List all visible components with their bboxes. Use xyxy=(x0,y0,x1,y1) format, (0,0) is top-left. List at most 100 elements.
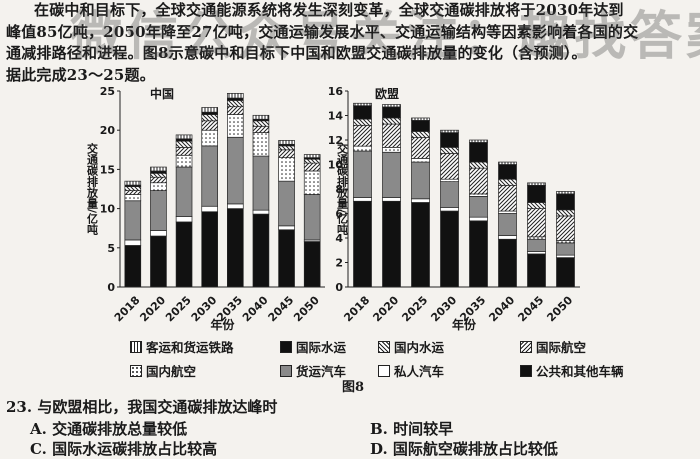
y-tick-label: 5 xyxy=(107,242,115,255)
y-tick-label: 8 xyxy=(335,183,343,196)
bar-segment xyxy=(556,257,575,288)
legend-label: 国际航空 xyxy=(536,340,587,355)
option-c[interactable]: C. 国际水运碳排放占比较高 xyxy=(30,440,218,458)
x-tick-label: 2025 xyxy=(399,294,430,325)
x-tick-label: 2045 xyxy=(515,294,546,325)
gray-swatch-icon xyxy=(280,364,292,377)
y-axis-label: 交通碳排放量/亿吨 xyxy=(86,142,100,236)
bar-segment xyxy=(469,220,488,288)
bar-segment xyxy=(227,93,244,99)
hatch-swatch-icon xyxy=(520,340,532,353)
bar-segment xyxy=(382,151,401,198)
bar-segment xyxy=(469,167,488,195)
bar-segment xyxy=(201,211,218,288)
bar-segment xyxy=(227,114,244,138)
y-tick-label: 16 xyxy=(328,85,344,98)
y-tick-label: 0 xyxy=(107,281,115,294)
bar-segment xyxy=(498,184,517,212)
x-axis-label: 年份 xyxy=(210,317,235,332)
bar-segment xyxy=(556,191,575,195)
bar-segment xyxy=(527,208,546,238)
bar-segment xyxy=(201,111,218,115)
y-tick-label: 2 xyxy=(335,257,343,270)
bar-segment xyxy=(411,120,430,132)
bar-segment xyxy=(150,190,167,231)
bar-segment xyxy=(498,235,517,240)
x-tick-label: 2040 xyxy=(240,293,271,324)
bar-segment xyxy=(175,134,193,140)
x-tick-label: 2045 xyxy=(265,294,296,325)
bar-segment xyxy=(440,132,459,148)
bar-segment xyxy=(175,147,193,156)
bar-segment xyxy=(150,172,167,178)
option-b[interactable]: B. 时间较早 xyxy=(370,420,454,438)
eu-chart: 2018202020252030203520402045205002468101… xyxy=(328,85,580,332)
bar-segment xyxy=(124,200,142,241)
figure-caption: 图8 xyxy=(342,380,365,395)
bar-segment xyxy=(411,117,430,121)
legend-label: 公共和其他车辆 xyxy=(536,364,624,379)
bar-segment xyxy=(382,147,401,153)
intro-line-3: 通减排路径和进程。图8示意碳中和目标下中国和欧盟交通碳排放量的变化（含预测）。 xyxy=(6,44,587,62)
bar-segment xyxy=(411,202,430,288)
bar-segment xyxy=(440,178,459,182)
china-chart: 2018202020252030203520402045205005101520… xyxy=(86,85,325,332)
black-swatch-icon xyxy=(520,364,532,377)
bar-segment xyxy=(201,114,218,122)
y-tick-label: 10 xyxy=(328,159,344,172)
bar-segment xyxy=(353,118,372,126)
bar-segment xyxy=(440,129,459,133)
bar-segment xyxy=(498,161,517,165)
option-a[interactable]: A. 交通碳排放总量较低 xyxy=(30,420,188,438)
bar-segment xyxy=(303,241,321,288)
bar-segment xyxy=(527,202,546,209)
bar-segment xyxy=(252,209,270,215)
y-tick-label: 25 xyxy=(100,85,115,98)
bar-segment xyxy=(252,120,270,127)
bar-segment xyxy=(201,120,218,131)
emission-charts: 2018202020252030203520402045205005101520… xyxy=(86,85,580,332)
bar-segment xyxy=(124,245,142,288)
x-tick-label: 2018 xyxy=(341,294,372,325)
bar-segment xyxy=(124,190,142,195)
bar-segment xyxy=(440,207,459,212)
bar-segment xyxy=(382,106,401,119)
bar-segment xyxy=(527,253,546,288)
legend-label: 客运和货运铁路 xyxy=(146,340,234,355)
bar-segment xyxy=(175,216,193,223)
legend-item: 公共和其他车辆 xyxy=(520,361,624,380)
bar-segment xyxy=(556,209,575,217)
bar-segment xyxy=(498,178,517,186)
intro-line-4: 据此完成23～25题。 xyxy=(6,65,155,84)
bar-segment xyxy=(201,205,218,213)
bar-segment xyxy=(440,210,459,288)
bar-segment xyxy=(556,193,575,211)
bar-segment xyxy=(440,147,459,154)
bar-segment xyxy=(382,123,401,148)
bar-segment xyxy=(201,129,218,147)
option-d[interactable]: D. 国际航空碳排放占比较低 xyxy=(370,440,558,458)
x-axis-label: 年份 xyxy=(452,317,477,332)
bar-segment xyxy=(227,106,244,115)
stripes-swatch-icon xyxy=(130,340,142,353)
y-tick-label: 10 xyxy=(100,203,116,216)
x-tick-label: 2050 xyxy=(544,293,575,324)
bar-segment xyxy=(150,230,167,237)
bar-segment xyxy=(278,225,295,231)
y-tick-label: 12 xyxy=(328,134,343,147)
intro-line-2: 峰值85亿吨，2050年降至27亿吨，交通运输发展水平、交通运输结构等因素影响着… xyxy=(6,22,639,41)
bar-segment xyxy=(353,124,372,147)
bar-segment xyxy=(469,196,488,218)
x-tick-label: 2018 xyxy=(112,294,143,325)
bar-segment xyxy=(227,203,244,209)
y-tick-label: 0 xyxy=(335,281,343,294)
bar-segment xyxy=(498,213,517,236)
bar-segment xyxy=(303,158,321,164)
bar-segment xyxy=(411,198,430,203)
bar-segment xyxy=(353,102,372,107)
legend-item: 私人汽车 xyxy=(378,361,444,380)
chart-title: 欧盟 xyxy=(375,86,399,101)
bar-segment xyxy=(227,136,244,205)
legend-row: 客运和货运铁路 国际水运 国内水运 国际航空 xyxy=(130,337,650,361)
bar-segment xyxy=(382,104,401,108)
